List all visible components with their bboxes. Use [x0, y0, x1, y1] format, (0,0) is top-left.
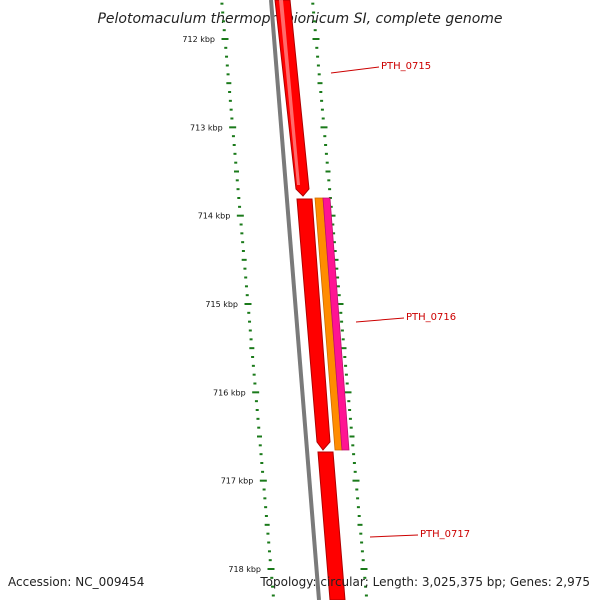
- tick-label: 717 kbp: [221, 477, 254, 486]
- map-title: Pelotomaculum thermopropionicum SI, comp…: [97, 11, 502, 27]
- label-pth-0716[interactable]: PTH_0716: [355, 312, 456, 323]
- gene-pth-0716[interactable]: [296, 197, 350, 451]
- gene-pth-0715[interactable]: [274, 0, 310, 197]
- gene-pth-0716-mrna-feature[interactable]: [322, 197, 350, 451]
- genome-backbone: [269, 0, 321, 600]
- gene-pth-0717[interactable]: [317, 451, 346, 600]
- topology-text: Topology: circular; Length: 3,025,375 bp…: [259, 575, 590, 589]
- tick-label: 714 kbp: [198, 212, 231, 221]
- tick-labels: 712 kbp 713 kbp 714 kbp 715 kbp 716 kbp 717 k…: [182, 35, 261, 574]
- label-pth-0717[interactable]: PTH_0717: [369, 529, 470, 540]
- gene-pth-0715-highlight: [279, 0, 300, 185]
- leader-line: [330, 66, 380, 74]
- tick-label: 715 kbp: [205, 300, 238, 309]
- tick-label: 712 kbp: [182, 35, 215, 44]
- tick-label: 716 kbp: [213, 388, 246, 397]
- accession-text: Accession: NC_009454: [8, 575, 144, 589]
- gene-label-pth-0716[interactable]: PTH_0716: [406, 312, 456, 323]
- gene-label-pth-0715[interactable]: PTH_0715: [381, 61, 431, 72]
- gene-pth-0717-arrow[interactable]: [317, 451, 346, 600]
- gene-label-pth-0717[interactable]: PTH_0717: [420, 529, 470, 540]
- tick-label: 718 kbp: [228, 565, 261, 574]
- label-pth-0715[interactable]: PTH_0715: [330, 61, 431, 74]
- gene-pth-0716-arrow[interactable]: [296, 198, 331, 451]
- tick-label: 713 kbp: [190, 123, 223, 132]
- leader-line: [369, 534, 419, 538]
- right-ruler: [311, 2, 368, 597]
- leader-line: [355, 317, 405, 323]
- left-ruler: [220, 2, 275, 597]
